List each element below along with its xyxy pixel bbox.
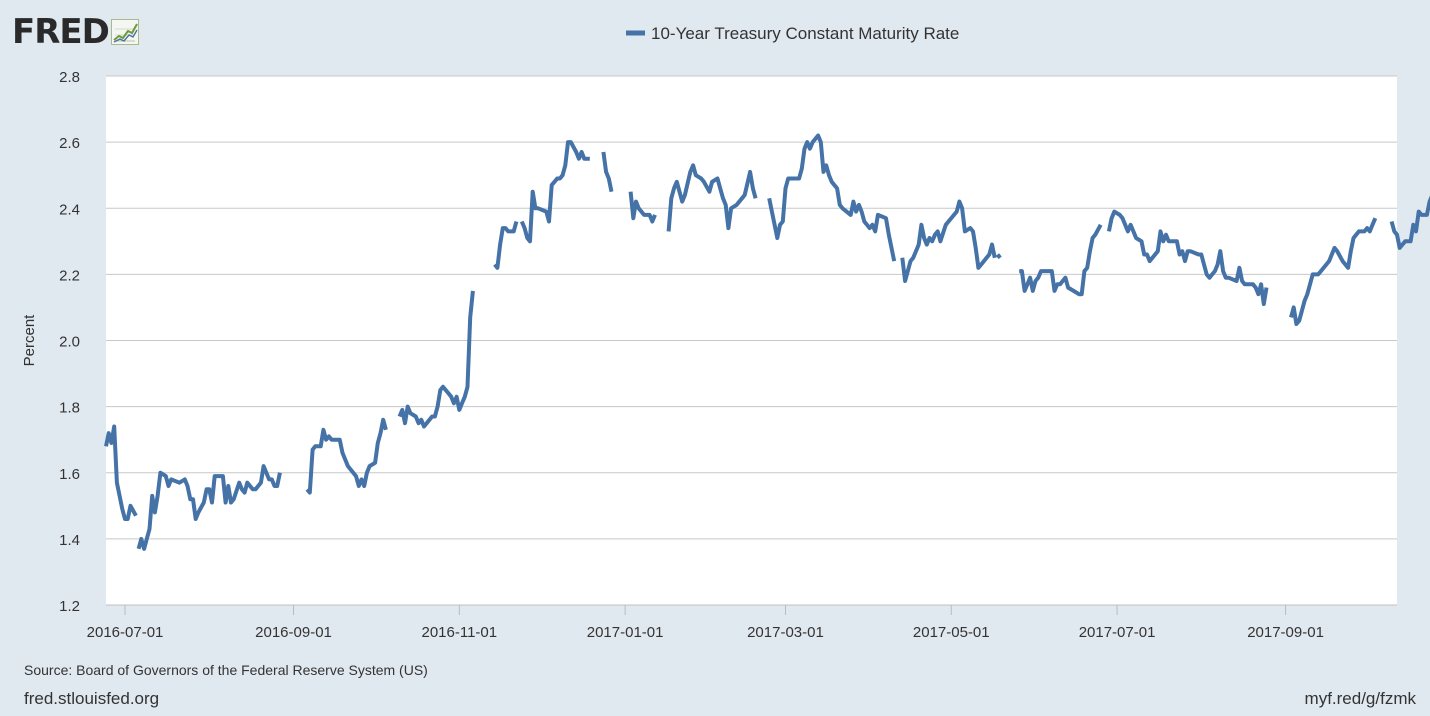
chart-legend: 10-Year Treasury Constant Maturity Rate [626,24,959,43]
x-tick-label: 2017-03-01 [747,624,824,641]
series-segment [900,199,997,283]
grid-lines [106,75,1397,540]
y-tick-label: 2.6 [59,135,80,152]
x-tick-label: 2017-09-01 [1247,624,1324,641]
series-lines [104,133,1430,551]
y-tick-label: 1.8 [59,400,80,417]
y-tick-label: 1.2 [59,598,80,615]
y-tick-label: 2.0 [59,334,80,351]
series-segment [601,151,614,193]
series-segment [1106,209,1269,307]
x-axis: 2016-07-01 2016-09-01 2016-11-01 2017-01-01… [87,604,1397,641]
x-tick-label: 2017-05-01 [913,624,990,641]
legend-label: 10-Year Treasury Constant Maturity Rate [651,24,959,43]
y-axis: 1.2 1.4 1.6 1.8 2.0 2.2 2.4 2.6 2.8 Percent [21,69,80,615]
y-tick-label: 1.4 [59,532,80,549]
x-tick-label: 2017-07-01 [1079,624,1156,641]
series-segment [493,220,519,270]
series-segment [1019,223,1103,297]
series-segment [305,417,388,495]
x-tick-label: 2016-11-01 [422,624,498,641]
y-tick-label: 1.6 [59,466,80,483]
series-segment [519,140,590,244]
y-axis-title: Percent [21,314,38,367]
series-segment [767,133,897,262]
x-tick-label: 2016-07-01 [87,624,164,641]
series-segment [104,424,138,521]
y-tick-label: 2.8 [59,69,80,86]
series-segment [1289,217,1378,326]
series-segment [995,253,1002,260]
source-note: Source: Board of Governors of the Federa… [24,662,428,678]
series-segment [136,464,282,551]
x-tick-label: 2016-09-01 [255,624,332,641]
series-segment [666,163,758,232]
line-graph-icon [110,19,139,45]
y-tick-label: 2.4 [59,201,80,218]
short-link[interactable]: myf.red/g/fzmk [1304,689,1416,708]
x-tick-label: 2017-01-01 [587,624,664,641]
line-chart: 10-Year Treasury Constant Maturity Rate … [21,24,1430,641]
site-link[interactable]: fred.stlouisfed.org [24,689,160,708]
fred-logo[interactable]: FRED [12,12,139,52]
fred-logo-text: FRED [12,12,110,52]
series-segment [1389,195,1430,250]
series-segment [397,290,475,429]
series-segment [628,191,657,224]
y-tick-label: 2.2 [59,267,80,284]
